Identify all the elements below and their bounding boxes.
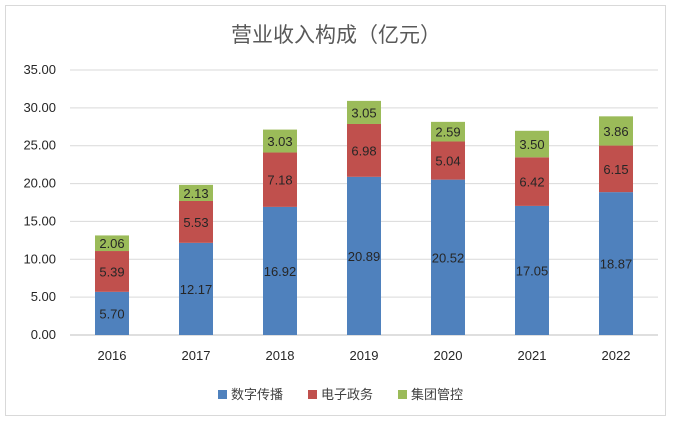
bar-segment-3 <box>95 235 129 252</box>
data-label: 20.89 <box>348 249 381 264</box>
x-tick-label: 2021 <box>518 348 547 363</box>
bar-segment-3 <box>263 129 297 153</box>
bar-segment-1 <box>179 242 213 335</box>
x-tick-label: 2017 <box>182 348 211 363</box>
bar-segment-3 <box>515 130 549 158</box>
data-label: 5.04 <box>435 154 460 169</box>
chart-title: 营业收入构成（亿元） <box>231 23 441 47</box>
data-label: 3.05 <box>351 105 376 120</box>
y-tick-label: 15.00 <box>23 213 56 228</box>
bar-segment-1 <box>599 192 633 335</box>
x-tick-label: 2016 <box>98 348 127 363</box>
data-label: 5.70 <box>99 306 124 321</box>
data-label: 6.15 <box>603 162 628 177</box>
bar-segment-2 <box>431 141 465 180</box>
bar-segment-2 <box>179 200 213 243</box>
data-label: 6.42 <box>519 175 544 190</box>
data-label: 3.03 <box>267 134 292 149</box>
stacked-bar-chart: 营业收入构成（亿元） 0.00 5.00 10.00 15.00 20.00 25.00 3… <box>23 23 658 403</box>
data-label: 6.98 <box>351 143 376 158</box>
data-label: 3.86 <box>603 124 628 139</box>
bar-segment-3 <box>599 116 633 146</box>
data-label: 20.52 <box>432 250 465 265</box>
x-tick-label: 2022 <box>602 348 631 363</box>
bar-segment-2 <box>347 123 381 177</box>
bar-segment-3 <box>179 184 213 201</box>
y-tick-label: 30.00 <box>23 100 56 115</box>
y-tick-label: 0.00 <box>31 327 56 342</box>
data-label: 12.17 <box>180 282 213 297</box>
data-label: 2.06 <box>99 236 124 251</box>
y-axis: 0.00 5.00 10.00 15.00 20.00 25.00 30.00 35.00 <box>23 62 56 342</box>
data-label: 2.59 <box>435 125 460 140</box>
bar-segment-2 <box>599 145 633 193</box>
legend: 数字传播 电子政务 集团管控 <box>218 387 463 403</box>
bar-segment-1 <box>515 205 549 335</box>
bar-segment-2 <box>515 157 549 206</box>
x-tick-label: 2018 <box>266 348 295 363</box>
x-tick-label: 2020 <box>434 348 463 363</box>
bar-segment-2 <box>95 251 129 292</box>
data-label: 5.39 <box>99 264 124 279</box>
legend-swatch <box>218 390 227 399</box>
x-axis: 2016 2017 2018 2019 2020 2021 2022 <box>98 348 631 363</box>
x-tick-label: 2019 <box>350 348 379 363</box>
legend-swatch <box>398 390 407 399</box>
bar-segment-3 <box>347 100 381 124</box>
data-label: 7.18 <box>267 173 292 188</box>
y-tick-label: 10.00 <box>23 251 56 266</box>
legend-label: 集团管控 <box>411 387 463 403</box>
y-tick-label: 25.00 <box>23 138 56 153</box>
legend-swatch <box>308 390 317 399</box>
bar-segment-1 <box>347 176 381 335</box>
data-label: 2.13 <box>183 186 208 201</box>
data-label: 3.50 <box>519 137 544 152</box>
chart-frame: 营业收入构成（亿元） 0.00 5.00 10.00 15.00 20.00 25.00 3… <box>5 5 666 416</box>
data-label: 18.87 <box>600 257 633 272</box>
bar-segment-3 <box>431 121 465 142</box>
bar-segment-1 <box>263 206 297 335</box>
y-tick-label: 5.00 <box>31 289 56 304</box>
legend-label: 数字传播 <box>231 388 283 403</box>
bar-segment-2 <box>263 152 297 207</box>
data-label: 5.53 <box>183 215 208 230</box>
bar-segment-1 <box>431 179 465 335</box>
y-tick-label: 35.00 <box>23 62 56 77</box>
data-label: 16.92 <box>264 264 297 279</box>
bar-segment-1 <box>95 291 129 335</box>
data-label: 17.05 <box>516 263 549 278</box>
legend-label: 电子政务 <box>321 387 373 403</box>
y-tick-label: 20.00 <box>23 176 56 191</box>
bars: 5.70 5.39 2.06 12.17 5.53 2.13 16.92 7.18 3.03 20… <box>95 100 633 335</box>
